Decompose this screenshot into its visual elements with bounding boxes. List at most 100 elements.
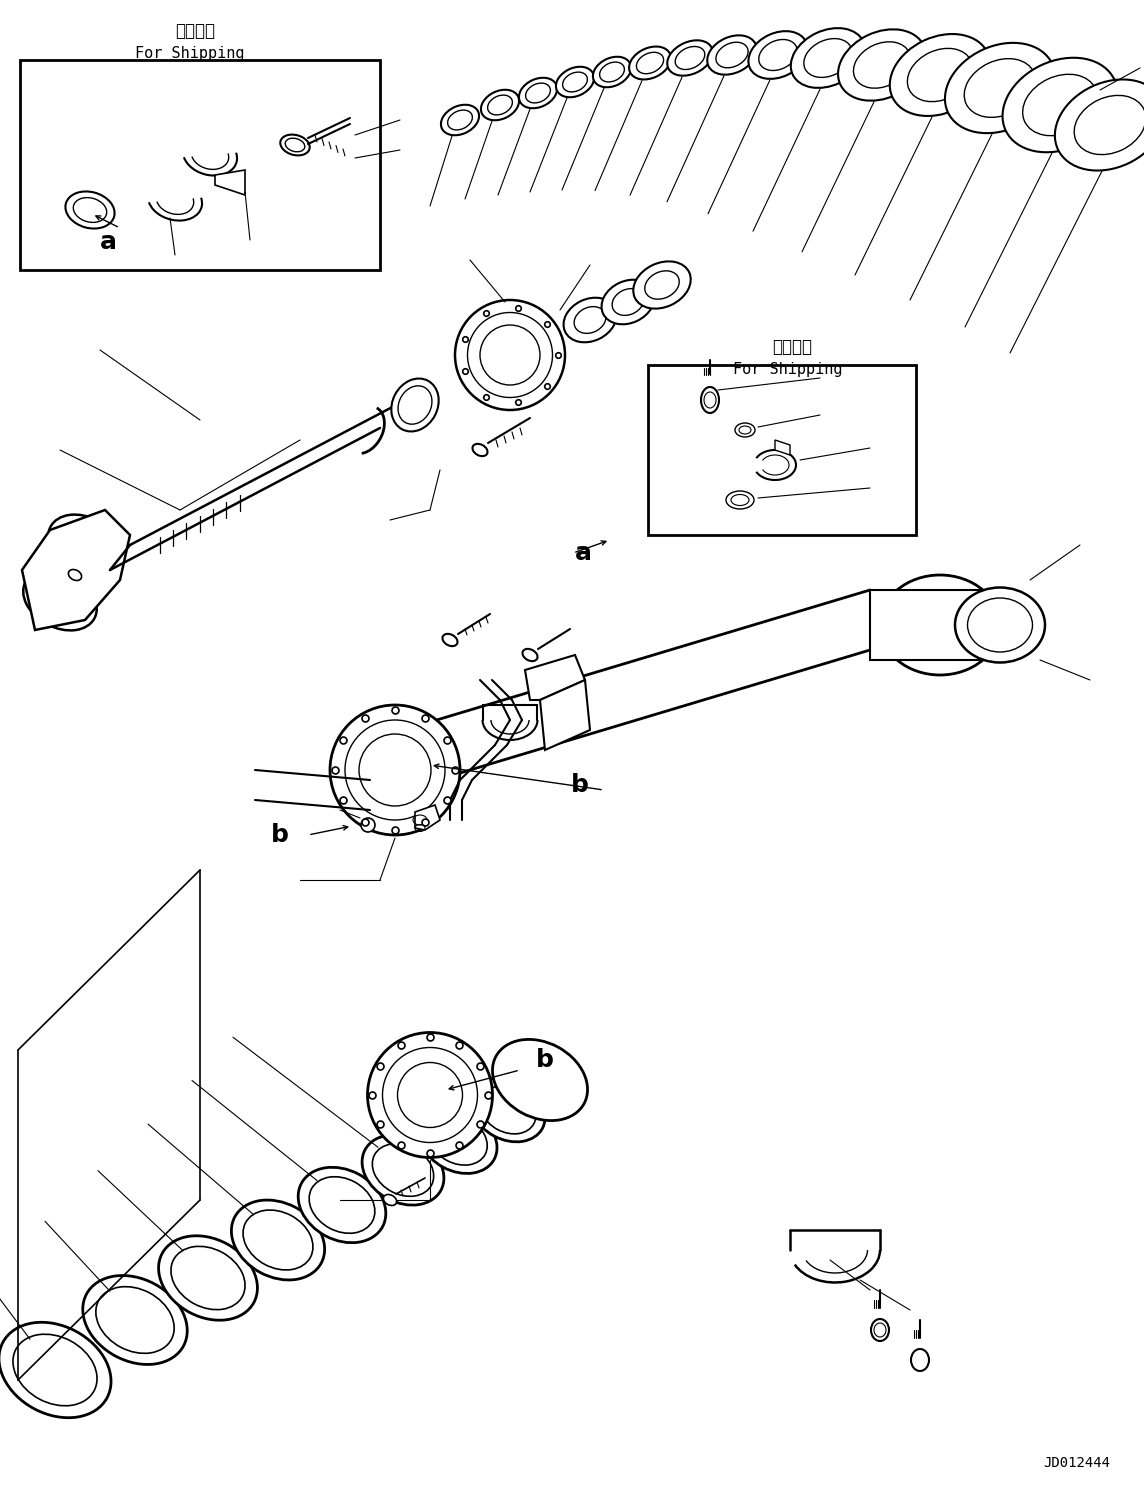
Ellipse shape [1023, 75, 1097, 136]
Ellipse shape [839, 30, 925, 101]
Ellipse shape [890, 34, 991, 116]
Ellipse shape [636, 52, 664, 73]
Ellipse shape [397, 1063, 462, 1127]
Ellipse shape [487, 95, 513, 115]
Ellipse shape [243, 1211, 313, 1270]
Text: a: a [574, 541, 591, 565]
Ellipse shape [363, 1135, 444, 1205]
Ellipse shape [345, 720, 445, 820]
Ellipse shape [599, 63, 625, 82]
Ellipse shape [62, 526, 109, 565]
Ellipse shape [398, 386, 432, 425]
Text: b: b [571, 772, 589, 798]
Ellipse shape [13, 1334, 97, 1406]
Ellipse shape [447, 110, 472, 130]
Ellipse shape [911, 1349, 929, 1372]
Polygon shape [525, 655, 585, 699]
Ellipse shape [707, 36, 757, 75]
Bar [19, 60, 380, 270]
Ellipse shape [419, 1106, 496, 1173]
Ellipse shape [1074, 95, 1144, 155]
Ellipse shape [791, 28, 865, 88]
Ellipse shape [1055, 79, 1144, 170]
Ellipse shape [726, 491, 754, 508]
Ellipse shape [602, 280, 654, 325]
Ellipse shape [964, 58, 1035, 118]
Ellipse shape [440, 104, 479, 136]
Ellipse shape [37, 580, 84, 619]
Polygon shape [540, 680, 590, 750]
Text: For Shipping: For Shipping [135, 46, 245, 61]
Ellipse shape [968, 598, 1033, 652]
Polygon shape [215, 170, 245, 195]
Ellipse shape [82, 1275, 188, 1364]
Ellipse shape [593, 57, 631, 88]
Ellipse shape [299, 1167, 386, 1242]
Ellipse shape [383, 1194, 397, 1206]
Ellipse shape [69, 570, 81, 580]
Ellipse shape [519, 78, 557, 109]
Ellipse shape [634, 261, 691, 309]
Ellipse shape [280, 134, 310, 155]
Ellipse shape [804, 39, 852, 78]
Ellipse shape [480, 1085, 535, 1133]
Ellipse shape [309, 1176, 375, 1233]
Ellipse shape [853, 42, 911, 88]
Ellipse shape [556, 67, 594, 97]
Ellipse shape [612, 289, 644, 316]
Ellipse shape [945, 43, 1055, 133]
Polygon shape [869, 590, 1000, 661]
Ellipse shape [758, 39, 797, 70]
Text: a: a [100, 230, 117, 253]
Ellipse shape [525, 83, 550, 103]
Ellipse shape [898, 590, 983, 661]
Ellipse shape [329, 705, 460, 835]
Ellipse shape [645, 271, 680, 300]
Ellipse shape [472, 444, 487, 456]
Ellipse shape [23, 570, 97, 631]
Ellipse shape [159, 1236, 257, 1320]
Ellipse shape [455, 300, 565, 410]
Polygon shape [415, 805, 440, 830]
Ellipse shape [748, 31, 808, 79]
Text: 運搜部品: 運搜部品 [175, 22, 215, 40]
Ellipse shape [871, 1320, 889, 1340]
Text: For Shipping: For Shipping [733, 362, 843, 377]
Ellipse shape [523, 649, 538, 661]
Ellipse shape [367, 1032, 493, 1157]
Ellipse shape [170, 1246, 245, 1309]
Ellipse shape [880, 576, 1000, 675]
Polygon shape [22, 510, 130, 631]
Ellipse shape [96, 1287, 174, 1354]
Ellipse shape [429, 1115, 487, 1164]
Ellipse shape [907, 48, 972, 101]
Text: 運搜部品: 運搜部品 [772, 338, 812, 356]
Ellipse shape [359, 734, 431, 807]
Bar [648, 365, 916, 535]
Ellipse shape [667, 40, 713, 76]
Ellipse shape [65, 191, 114, 228]
Ellipse shape [231, 1200, 325, 1279]
Text: b: b [537, 1048, 554, 1072]
Ellipse shape [443, 634, 458, 646]
Ellipse shape [48, 514, 121, 576]
Ellipse shape [574, 307, 606, 334]
Ellipse shape [468, 313, 553, 398]
Ellipse shape [480, 89, 519, 121]
Ellipse shape [372, 1144, 434, 1196]
Ellipse shape [1002, 58, 1118, 152]
Ellipse shape [362, 819, 375, 832]
Ellipse shape [382, 1048, 477, 1142]
Ellipse shape [955, 587, 1044, 662]
Ellipse shape [492, 1039, 588, 1121]
Ellipse shape [734, 423, 755, 437]
Polygon shape [774, 440, 791, 455]
Ellipse shape [471, 1078, 545, 1142]
Ellipse shape [701, 388, 718, 413]
Ellipse shape [913, 602, 968, 647]
Ellipse shape [480, 325, 540, 385]
Ellipse shape [0, 1323, 111, 1418]
Ellipse shape [563, 72, 587, 92]
Ellipse shape [391, 379, 438, 431]
Text: JD012444: JD012444 [1043, 1457, 1110, 1470]
